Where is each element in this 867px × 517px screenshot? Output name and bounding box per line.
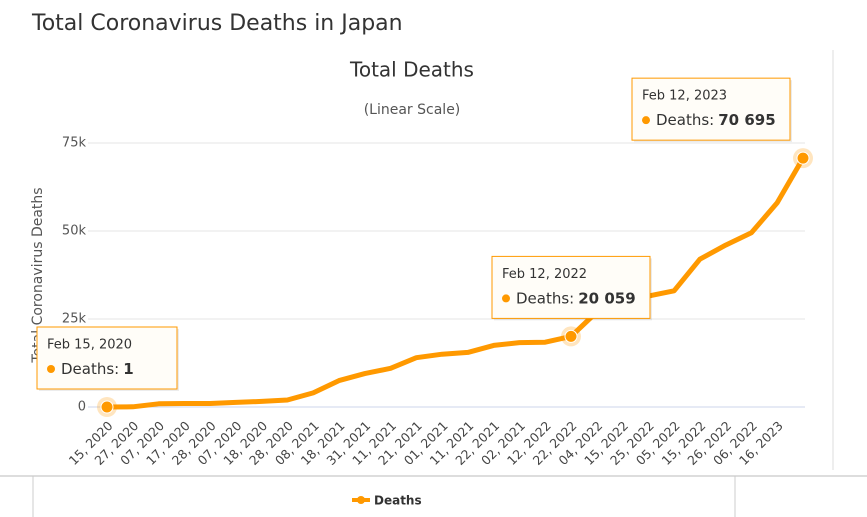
tooltip-label: Deaths: xyxy=(656,111,714,129)
line xyxy=(104,155,806,410)
legend-dot xyxy=(357,496,365,504)
tooltip-box xyxy=(631,77,791,141)
tooltip-value: 1 xyxy=(123,359,133,377)
tooltip-dot xyxy=(502,294,510,303)
tooltip-dot xyxy=(642,116,650,125)
tooltip-box xyxy=(36,326,178,390)
tooltip: Feb 12, 2022 Deaths: 20 059 xyxy=(491,255,652,321)
y-tick-label: 50k xyxy=(62,224,87,239)
y-tick-label: 75k xyxy=(62,136,87,151)
chart-subtitle: (Linear Scale) xyxy=(364,102,461,118)
tooltip-box xyxy=(491,255,651,319)
tooltip-label: Deaths: xyxy=(61,359,119,377)
marker xyxy=(796,151,810,165)
marker xyxy=(100,400,114,414)
tooltip-label: Deaths: xyxy=(516,289,574,307)
page-title: Total Coronavirus Deaths in Japan xyxy=(31,11,403,36)
tooltip-dot xyxy=(47,364,55,373)
chart-title: Total Deaths xyxy=(349,58,474,82)
tooltip-text: Deaths: 1 xyxy=(61,359,134,377)
legend-label: Deaths xyxy=(374,494,422,508)
y-tick-label: 0 xyxy=(78,400,86,415)
tooltip: Feb 15, 2020 Deaths: 1 xyxy=(36,326,179,391)
tooltip: Feb 12, 2023 Deaths: 70 695 xyxy=(631,77,792,143)
y-tick-label: 25k xyxy=(62,312,87,327)
tooltip-value: 20 059 xyxy=(578,289,635,307)
tooltip-date: Feb 15, 2020 xyxy=(47,337,132,352)
marker xyxy=(564,329,578,343)
tooltip-text: Deaths: 70 695 xyxy=(656,111,776,129)
tooltip-value: 70 695 xyxy=(718,111,775,129)
tooltip-date: Feb 12, 2022 xyxy=(502,267,587,282)
tooltip-text: Deaths: 20 059 xyxy=(516,289,636,307)
y-axis-title: Total Coronavirus Deaths xyxy=(30,187,46,363)
tooltip-date: Feb 12, 2023 xyxy=(642,89,727,104)
